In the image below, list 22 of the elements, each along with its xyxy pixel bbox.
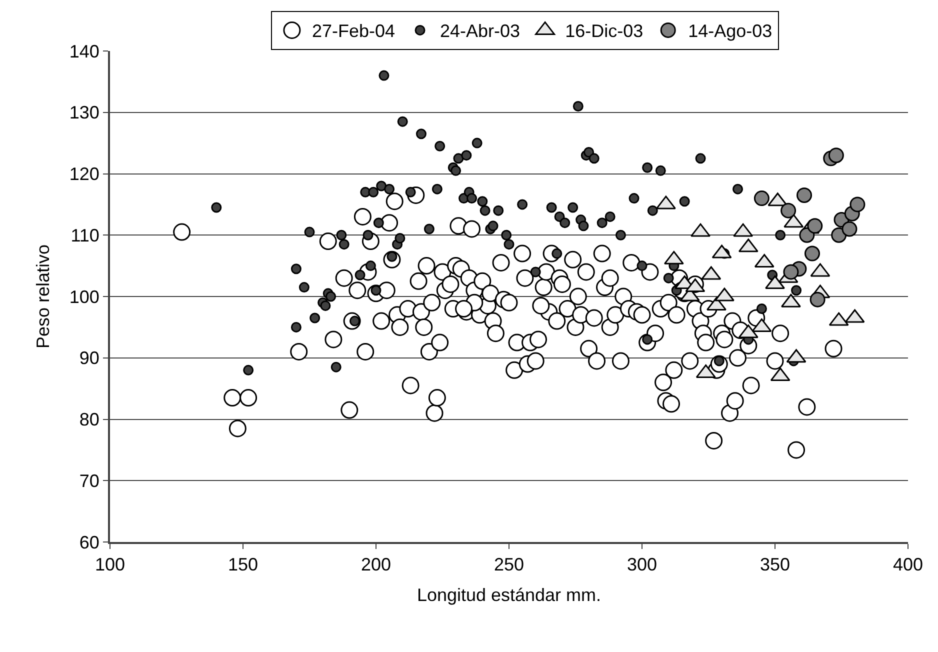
x-axis-title: Longitud estándar mm. — [416, 585, 602, 606]
y-tick-label: 100 — [69, 286, 100, 307]
legend-label: 16-Dic-03 — [565, 21, 644, 42]
legend-label: 27-Feb-04 — [312, 21, 396, 42]
x-tick-label: 250 — [494, 554, 524, 575]
x-tick-label: 100 — [94, 554, 126, 575]
y-tick-label: 80 — [79, 410, 100, 430]
y-tick-label: 130 — [69, 102, 100, 123]
legend-label: 14-Ago-03 — [688, 21, 772, 42]
x-tick-label: 200 — [360, 554, 392, 575]
y-axis-title: Peso relativo — [33, 244, 54, 349]
x-tick-label: 350 — [760, 554, 790, 575]
y-tick-label: 140 — [69, 41, 100, 62]
y-tick-label: 70 — [79, 470, 100, 491]
x-tick-label: 400 — [892, 554, 924, 575]
y-tick-label: 90 — [79, 348, 100, 368]
y-tick-label: 120 — [69, 164, 100, 184]
y-tick-label: 110 — [70, 225, 100, 246]
legend-label: 24-Abr-03 — [440, 21, 520, 42]
y-tick-label: 60 — [79, 532, 100, 552]
x-tick-label: 150 — [228, 554, 258, 575]
x-tick-label: 300 — [626, 554, 658, 575]
